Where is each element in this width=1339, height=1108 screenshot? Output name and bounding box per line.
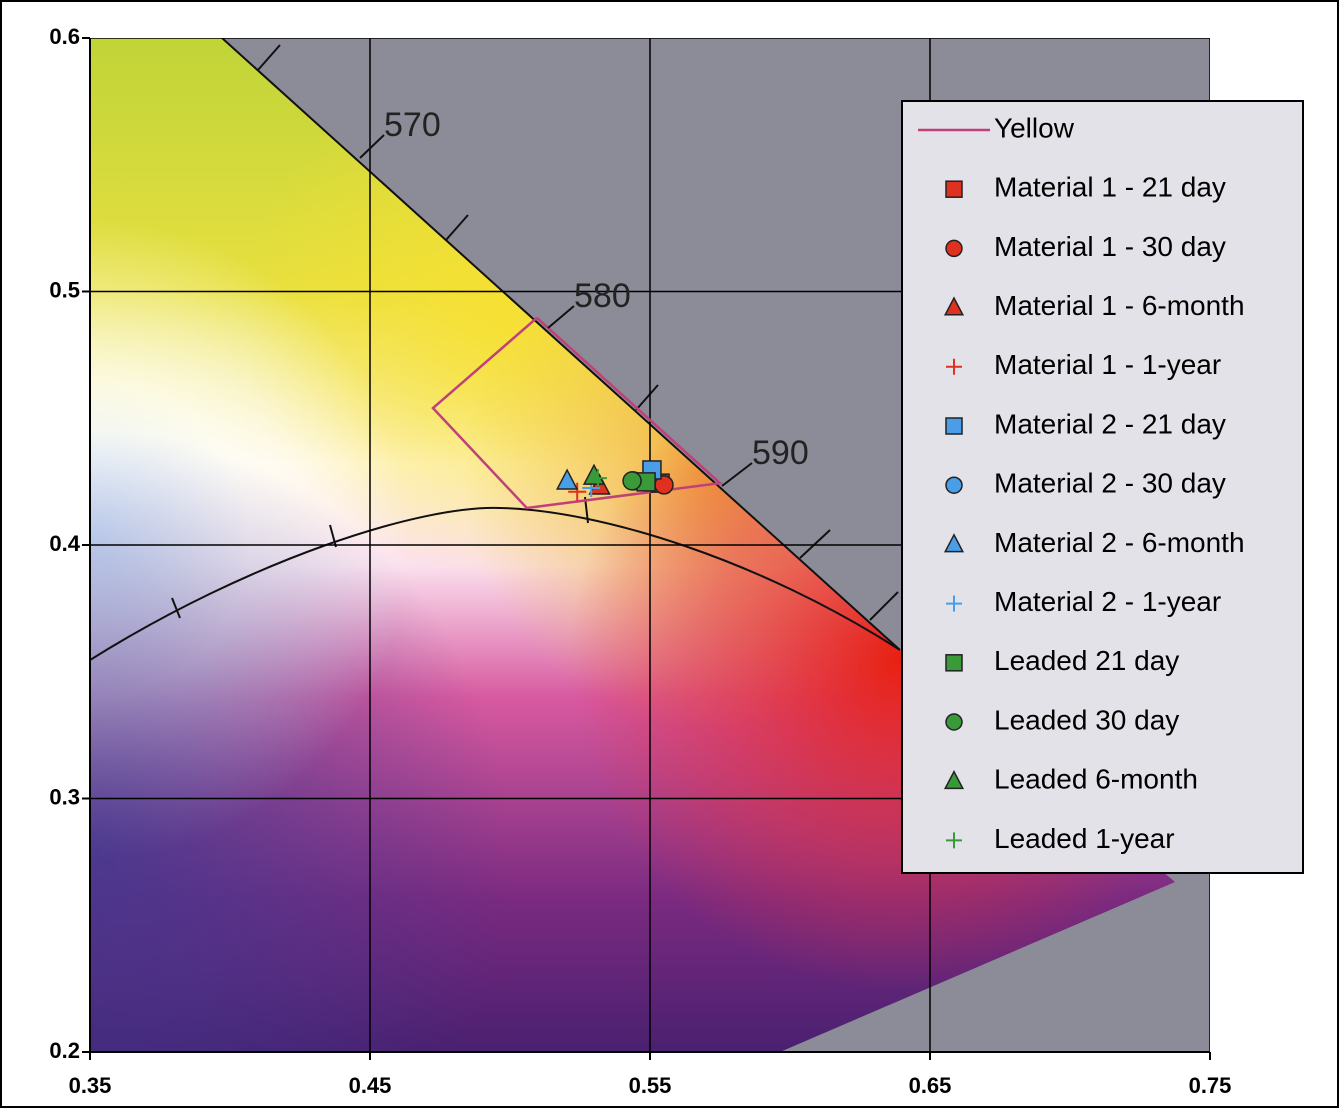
marker-plus xyxy=(946,358,962,375)
locus-ticks xyxy=(171,44,899,621)
legend-label: Leaded 21 day xyxy=(994,645,1179,676)
marker-triangle xyxy=(943,769,965,790)
planckian-locus xyxy=(90,506,901,661)
annotation: 590 xyxy=(752,434,809,472)
marker-triangle xyxy=(582,463,606,485)
annotation: 580 xyxy=(574,277,631,315)
y-tick-label: 0.5 xyxy=(49,277,80,302)
y-tick-label: 0.3 xyxy=(49,784,80,809)
legend-label: Material 2 - 6-month xyxy=(994,527,1245,558)
legend-label: Leaded 1-year xyxy=(994,823,1175,854)
annotation-leader xyxy=(721,462,753,487)
marker-plus xyxy=(946,595,962,612)
legend-label: Leaded 6-month xyxy=(994,764,1198,795)
annotation-leader xyxy=(547,305,575,329)
spectral-locus xyxy=(221,38,901,651)
x-tick-label: 0.75 xyxy=(1189,1073,1232,1098)
x-tick-label: 0.35 xyxy=(69,1073,112,1098)
marker-plus xyxy=(568,482,587,501)
annotation: 570 xyxy=(384,106,441,144)
marker-circle xyxy=(945,713,963,731)
legend-label: Yellow xyxy=(994,112,1075,143)
annotation-leader xyxy=(359,134,385,159)
marker-triangle xyxy=(943,533,965,553)
y-tick-label: 0.6 xyxy=(49,24,80,49)
marker-triangle xyxy=(943,296,965,316)
marks xyxy=(431,316,723,510)
x-tick-label: 0.55 xyxy=(629,1073,672,1098)
marker-plus xyxy=(946,832,962,849)
marker-square xyxy=(945,654,963,672)
marker-square xyxy=(945,417,963,435)
x-tick-label: 0.65 xyxy=(909,1073,952,1098)
marker-plus xyxy=(588,469,607,488)
marker-triangle xyxy=(555,468,579,490)
y-tick-label: 0.4 xyxy=(49,531,80,556)
marker-circle xyxy=(622,471,642,491)
axes: 0.35 0.45 0.55 0.65 0.75 0.2 0.3 0.4 0.5 0.6 570 58… xyxy=(49,24,1231,1098)
legend: Yellow Material 1 - 21 day Material 1 - 30… xyxy=(918,112,1245,854)
legend-label: Material 1 - 21 day xyxy=(994,172,1226,203)
marker-circle xyxy=(945,476,963,494)
region-outline xyxy=(431,316,723,510)
legend-label: Material 2 - 21 day xyxy=(994,408,1226,439)
legend-box xyxy=(901,100,1304,874)
x-tick-label: 0.45 xyxy=(349,1073,392,1098)
legend-label: Leaded 30 day xyxy=(994,704,1179,735)
legend-label: Material 1 - 1-year xyxy=(994,349,1221,380)
legend-label: Material 2 - 1-year xyxy=(994,586,1221,617)
legend-label: Material 2 - 30 day xyxy=(994,468,1226,499)
marker-circle xyxy=(945,239,963,258)
legend-label: Material 1 - 30 day xyxy=(994,231,1226,262)
y-tick-label: 0.2 xyxy=(49,1038,80,1063)
marker-square xyxy=(945,180,963,198)
legend-label: Material 1 - 6-month xyxy=(994,290,1245,321)
